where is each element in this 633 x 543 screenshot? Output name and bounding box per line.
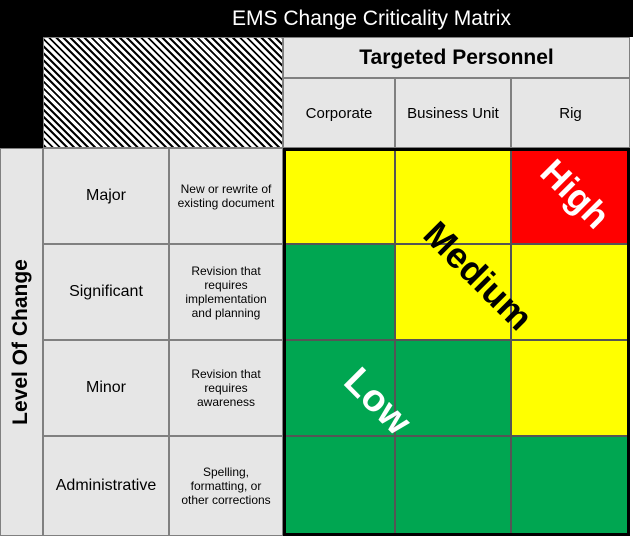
matrix-cell-minor-rig <box>511 340 630 436</box>
hatched-corner <box>43 37 283 148</box>
level-of-change-label: Level Of Change <box>9 259 32 425</box>
row-name-major: Major <box>43 148 169 244</box>
matrix-cell-major-business-unit <box>395 148 511 244</box>
row-description-significant: Revision that requires implementation an… <box>169 244 283 340</box>
matrix-cell-significant-corporate <box>283 244 395 340</box>
row-description-major: New or rewrite of existing document <box>169 148 283 244</box>
level-of-change-column <box>0 148 43 536</box>
row-description-administrative: Spelling, formatting, or other correctio… <box>169 436 283 536</box>
matrix-cell-administrative-rig <box>511 436 630 536</box>
column-header-business-unit: Business Unit <box>395 78 511 148</box>
targeted-personnel-label: Targeted Personnel <box>283 37 630 78</box>
matrix-title: EMS Change Criticality Matrix <box>0 0 633 37</box>
matrix-cell-major-rig <box>511 148 630 244</box>
column-header-corporate: Corporate <box>283 78 395 148</box>
row-name-administrative: Administrative <box>43 436 169 536</box>
matrix-grid-border <box>283 148 630 536</box>
matrix-cell-minor-corporate <box>283 340 395 436</box>
row-name-significant: Significant <box>43 244 169 340</box>
matrix-cell-significant-business-unit <box>395 244 511 340</box>
matrix-cell-significant-rig <box>511 244 630 340</box>
matrix-cell-administrative-corporate <box>283 436 395 536</box>
matrix-cell-minor-business-unit <box>395 340 511 436</box>
row-name-minor: Minor <box>43 340 169 436</box>
row-description-minor: Revision that requires awareness <box>169 340 283 436</box>
column-header-rig: Rig <box>511 78 630 148</box>
